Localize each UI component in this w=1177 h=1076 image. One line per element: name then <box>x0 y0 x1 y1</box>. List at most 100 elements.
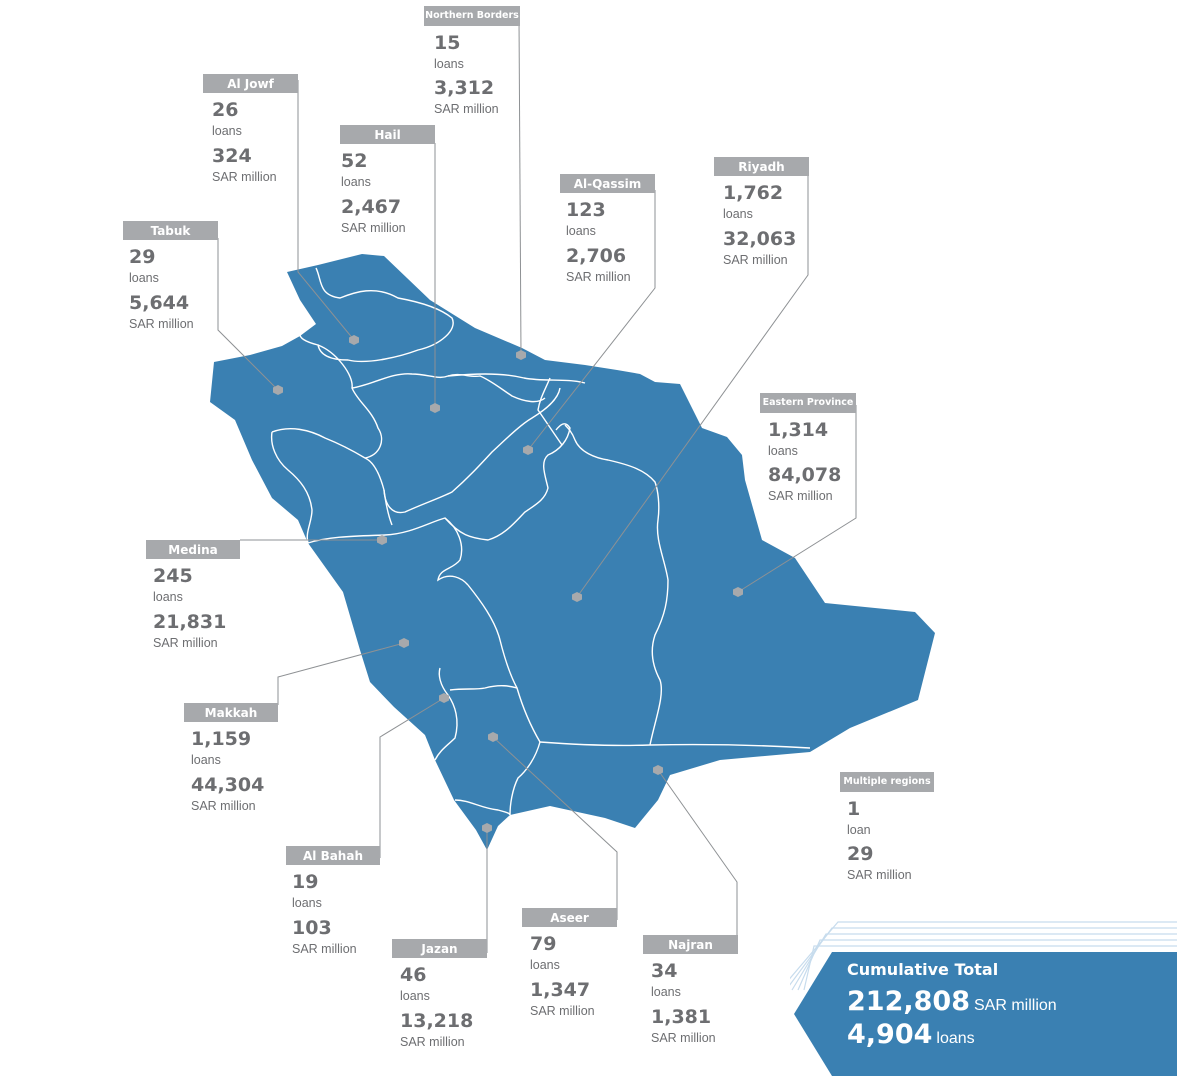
amount-value: 44,304 <box>191 773 265 796</box>
amount-unit: SAR million <box>400 1034 465 1049</box>
amount-unit: SAR million <box>566 269 631 284</box>
loans-unit: loans <box>566 224 596 238</box>
amount-value: 3,312 <box>434 77 495 99</box>
loans-count: 29 <box>129 246 156 268</box>
card-tabuk: Tabuk 29 loans 5,644 SAR million <box>123 221 218 330</box>
amount-value: 2,467 <box>341 195 402 218</box>
cumulative-total-text: Cumulative Total 212,808 SAR million 4,90… <box>847 960 1057 1050</box>
total-loans: 4,904 <box>847 1019 933 1050</box>
loans-count: 1,159 <box>191 728 252 750</box>
amount-value: 1,347 <box>530 978 591 1001</box>
amount-value: 84,078 <box>768 464 842 486</box>
amount-value: 13,218 <box>400 1009 474 1032</box>
region-tag: Multiple regions <box>840 772 934 792</box>
loans-count: 1 <box>847 797 861 820</box>
region-tag: Northern Borders <box>424 6 520 26</box>
amount-value: 103 <box>292 916 332 939</box>
loans-unit: loan <box>847 822 871 837</box>
region-tag: Hail <box>340 125 435 144</box>
amount-value: 29 <box>847 843 874 865</box>
loans-count: 19 <box>292 871 319 893</box>
loans-unit: loans <box>191 753 221 767</box>
card-medina: Medina 245 loans 21,831 SAR million <box>146 540 240 649</box>
region-markers <box>273 335 743 833</box>
cumulative-total-panel <box>790 921 1177 1076</box>
loans-unit: loans <box>651 985 681 999</box>
amount-unit: SAR million <box>651 1030 716 1045</box>
total-panel-shape <box>794 952 1177 1076</box>
marker-al-qassim <box>523 445 533 455</box>
region-tag: Makkah <box>184 703 278 722</box>
amount-unit: SAR million <box>191 798 256 813</box>
amount-unit: SAR million <box>292 941 357 956</box>
loans-unit: loans <box>341 175 371 189</box>
amount-unit: SAR million <box>723 252 788 267</box>
loans-count: 46 <box>400 964 427 986</box>
loans-count: 1,762 <box>723 182 784 204</box>
marker-al-jowf <box>349 335 359 345</box>
total-amount-unit: SAR million <box>973 997 1057 1014</box>
card-hail: Hail 52 loans 2,467 SAR million <box>340 125 435 234</box>
total-amount: 212,808 <box>847 986 970 1017</box>
marker-hail <box>430 403 440 413</box>
loans-count: 123 <box>566 199 606 221</box>
amount-value: 324 <box>212 144 252 167</box>
loans-unit: loans <box>434 56 464 71</box>
region-tag: Najran <box>643 935 738 954</box>
marker-al-bahah <box>439 693 449 703</box>
marker-tabuk <box>273 385 283 395</box>
loans-unit: loans <box>400 989 430 1003</box>
country-outline <box>210 254 935 850</box>
marker-aseer <box>488 732 498 742</box>
marker-riyadh <box>572 592 582 602</box>
region-tag: Al-Qassim <box>560 174 655 193</box>
loans-count: 26 <box>212 99 239 121</box>
marker-northern-borders <box>516 350 526 360</box>
total-loans-unit: loans <box>936 1030 975 1047</box>
card-makkah: Makkah 1,159 loans 44,304 SAR million <box>184 703 278 812</box>
marker-eastern-province <box>733 587 743 597</box>
region-tag: Jazan <box>392 939 487 958</box>
amount-unit: SAR million <box>847 868 912 882</box>
amount-unit: SAR million <box>530 1003 595 1018</box>
region-tag: Riyadh <box>714 157 809 176</box>
loans-unit: loans <box>723 207 753 221</box>
card-al-bahah: Al Bahah 19 loans 103 SAR million <box>286 846 380 955</box>
card-northern-borders: Northern Borders 15 loans 3,312 SAR mill… <box>424 6 520 116</box>
card-multiple-regions: Multiple regions 1 loan 29 SAR million <box>840 772 934 882</box>
marker-najran <box>653 765 663 775</box>
region-tag: Eastern Province <box>760 393 856 413</box>
amount-value: 2,706 <box>566 244 627 267</box>
leader-lines <box>217 17 857 953</box>
marker-jazan <box>482 823 492 833</box>
amount-value: 5,644 <box>129 291 190 314</box>
amount-unit: SAR million <box>212 169 277 184</box>
card-al-qassim: Al-Qassim 123 loans 2,706 SAR million <box>560 174 655 283</box>
loans-count: 245 <box>153 565 193 587</box>
loans-unit: loans <box>212 124 242 138</box>
loans-count: 52 <box>341 150 368 172</box>
region-tag: Al Bahah <box>286 846 380 865</box>
region-tag: Aseer <box>522 908 617 927</box>
loans-count: 15 <box>434 31 461 54</box>
amount-unit: SAR million <box>341 220 406 235</box>
region-borders <box>270 267 811 816</box>
marker-medina <box>377 535 387 545</box>
amount-value: 32,063 <box>723 227 797 250</box>
loans-unit: loans <box>768 443 798 458</box>
card-al-jowf: Al Jowf 26 loans 324 SAR million <box>203 74 298 183</box>
card-eastern-province: Eastern Province 1,314 loans 84,078 SAR … <box>760 393 856 503</box>
amount-unit: SAR million <box>768 489 833 503</box>
loans-unit: loans <box>153 590 183 604</box>
loans-unit: loans <box>129 271 159 285</box>
loans-count: 34 <box>651 960 678 982</box>
amount-unit: SAR million <box>153 635 218 650</box>
amount-unit: SAR million <box>129 316 194 331</box>
marker-makkah <box>399 638 409 648</box>
total-title: Cumulative Total <box>847 960 999 979</box>
region-tag: Tabuk <box>123 221 218 240</box>
card-najran: Najran 34 loans 1,381 SAR million <box>643 935 738 1044</box>
region-tag: Al Jowf <box>203 74 298 93</box>
region-tag: Medina <box>146 540 240 559</box>
